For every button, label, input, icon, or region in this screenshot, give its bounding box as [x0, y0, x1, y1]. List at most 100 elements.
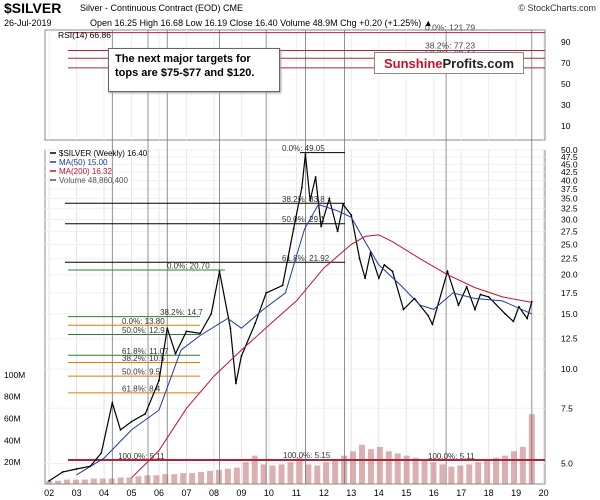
y-tick-label: 25.0	[561, 239, 578, 249]
price-point	[130, 420, 133, 423]
x-tick-label: 18	[484, 488, 494, 498]
copyright-label: © StockCharts.com	[518, 3, 596, 13]
fib-level-label: 38.2%: 33.8	[282, 195, 325, 204]
x-tick-label: 19	[511, 488, 521, 498]
y-tick-label: 12.5	[561, 334, 578, 344]
volume-bar	[484, 460, 491, 484]
x-tick-label: 03	[72, 488, 82, 498]
ohlc-readout: Open 16.25 High 16.68 Low 16.19 Close 16…	[90, 18, 433, 28]
price-point	[474, 308, 476, 311]
rsi-tick-label: 70	[561, 58, 571, 68]
volume-bar	[448, 466, 455, 484]
volume-bar	[171, 474, 178, 484]
callout-line-2: tops are $75-$77 and $120.	[115, 67, 255, 79]
price-point	[320, 225, 322, 228]
fib-level-label: 38.2%: 14.7	[160, 308, 203, 317]
fib-level-label: 50.0%: 29.1	[282, 215, 325, 224]
volume-bar	[376, 446, 383, 484]
volume-bar	[430, 462, 437, 484]
price-point	[377, 277, 380, 280]
rsi-legend: RSI(14) 66.86	[58, 30, 111, 40]
brand-logo: Sunshine Profits.com	[374, 52, 524, 74]
volume-tick-label: 40M	[4, 435, 21, 445]
volume-bar	[242, 462, 249, 484]
price-point	[119, 428, 122, 431]
volume-bar	[144, 475, 151, 484]
price-point	[235, 382, 237, 385]
fib-level-label: 100.0%: 5.11	[428, 452, 475, 461]
price-point	[413, 297, 416, 300]
price-point	[512, 320, 515, 323]
price-point	[254, 322, 257, 325]
price-point	[364, 277, 366, 280]
volume-bar	[260, 464, 267, 484]
volume-bar	[198, 472, 205, 484]
volume-bar	[108, 478, 115, 484]
volume-tick-label: 20M	[4, 457, 21, 467]
y-tick-label: 5.0	[561, 458, 573, 468]
volume-bar	[117, 477, 124, 484]
price-point	[210, 313, 213, 315]
x-tick-label: 02	[44, 488, 54, 498]
fib-level-label: 61.8%: 21.92	[282, 254, 330, 263]
chart-date: 26-Jul-2019	[4, 18, 52, 28]
rsi-tick-label: 30	[561, 100, 571, 110]
price-point	[383, 263, 386, 266]
price-point	[100, 452, 103, 454]
price-point	[487, 295, 490, 298]
price-point	[75, 468, 78, 470]
price-point	[158, 379, 160, 382]
price-point	[427, 314, 430, 317]
volume-tick-label: 80M	[4, 392, 21, 402]
rsi-tick-label: 10	[561, 121, 571, 131]
volume-bar	[162, 474, 169, 484]
x-tick-label: 14	[374, 488, 384, 498]
price-point	[300, 186, 303, 189]
fib-level-label: 100.0%: 5.11	[118, 452, 165, 461]
volume-bar	[55, 480, 62, 484]
volume-bar	[323, 462, 330, 484]
price-legend-entry: $SILVER (Weekly) 16.40	[59, 149, 148, 158]
volume-bar	[305, 464, 312, 484]
volume-bar	[439, 464, 446, 484]
volume-bar	[457, 465, 464, 484]
volume-bar	[233, 467, 240, 484]
x-tick-label: 20	[539, 488, 549, 498]
volume-bar	[350, 451, 357, 484]
callout-line-1: The next major targets for	[115, 53, 251, 65]
y-tick-label: 10.0	[561, 364, 578, 374]
price-legend-entry: MA(50) 15.00	[59, 158, 108, 167]
x-tick-label: 15	[401, 488, 411, 498]
rsi-tick-label: 50	[561, 79, 571, 89]
rsi-fib-label: 38.2%: 77.23	[425, 41, 475, 51]
logo-part-2: Profits.com	[442, 55, 515, 71]
fib-level-label: 61.8%: 8.4	[122, 384, 161, 393]
price-point	[446, 270, 449, 273]
price-point	[342, 203, 344, 206]
price-point	[229, 327, 232, 330]
price-point	[402, 308, 405, 311]
logo-part-1: Sunshine	[383, 55, 443, 71]
price-point	[358, 257, 361, 260]
x-tick-label: 09	[236, 488, 246, 498]
volume-bar	[207, 470, 214, 484]
y-tick-label: 42.5	[561, 167, 578, 177]
price-point	[174, 352, 177, 355]
y-tick-label: 20.0	[561, 270, 578, 280]
volume-bar	[403, 455, 410, 484]
y-tick-label: 7.5	[561, 403, 573, 413]
chart-symbol: $SILVER	[4, 0, 62, 16]
y-tick-label: 30.0	[561, 215, 578, 225]
volume-bar	[385, 451, 392, 484]
price-point	[526, 317, 529, 320]
volume-bar	[466, 464, 473, 484]
volume-bar	[332, 460, 339, 484]
fib-level-label: 38.2%: 10.5	[122, 354, 165, 363]
price-point	[199, 332, 202, 335]
y-tick-label: 37.5	[561, 184, 578, 194]
price-point	[292, 228, 295, 230]
price-point	[431, 323, 434, 326]
annotation-callout: The next major targets for tops are $75-…	[108, 48, 280, 92]
fib-level-label: 50.0%: 12.9	[122, 326, 165, 335]
volume-bar	[519, 446, 526, 484]
